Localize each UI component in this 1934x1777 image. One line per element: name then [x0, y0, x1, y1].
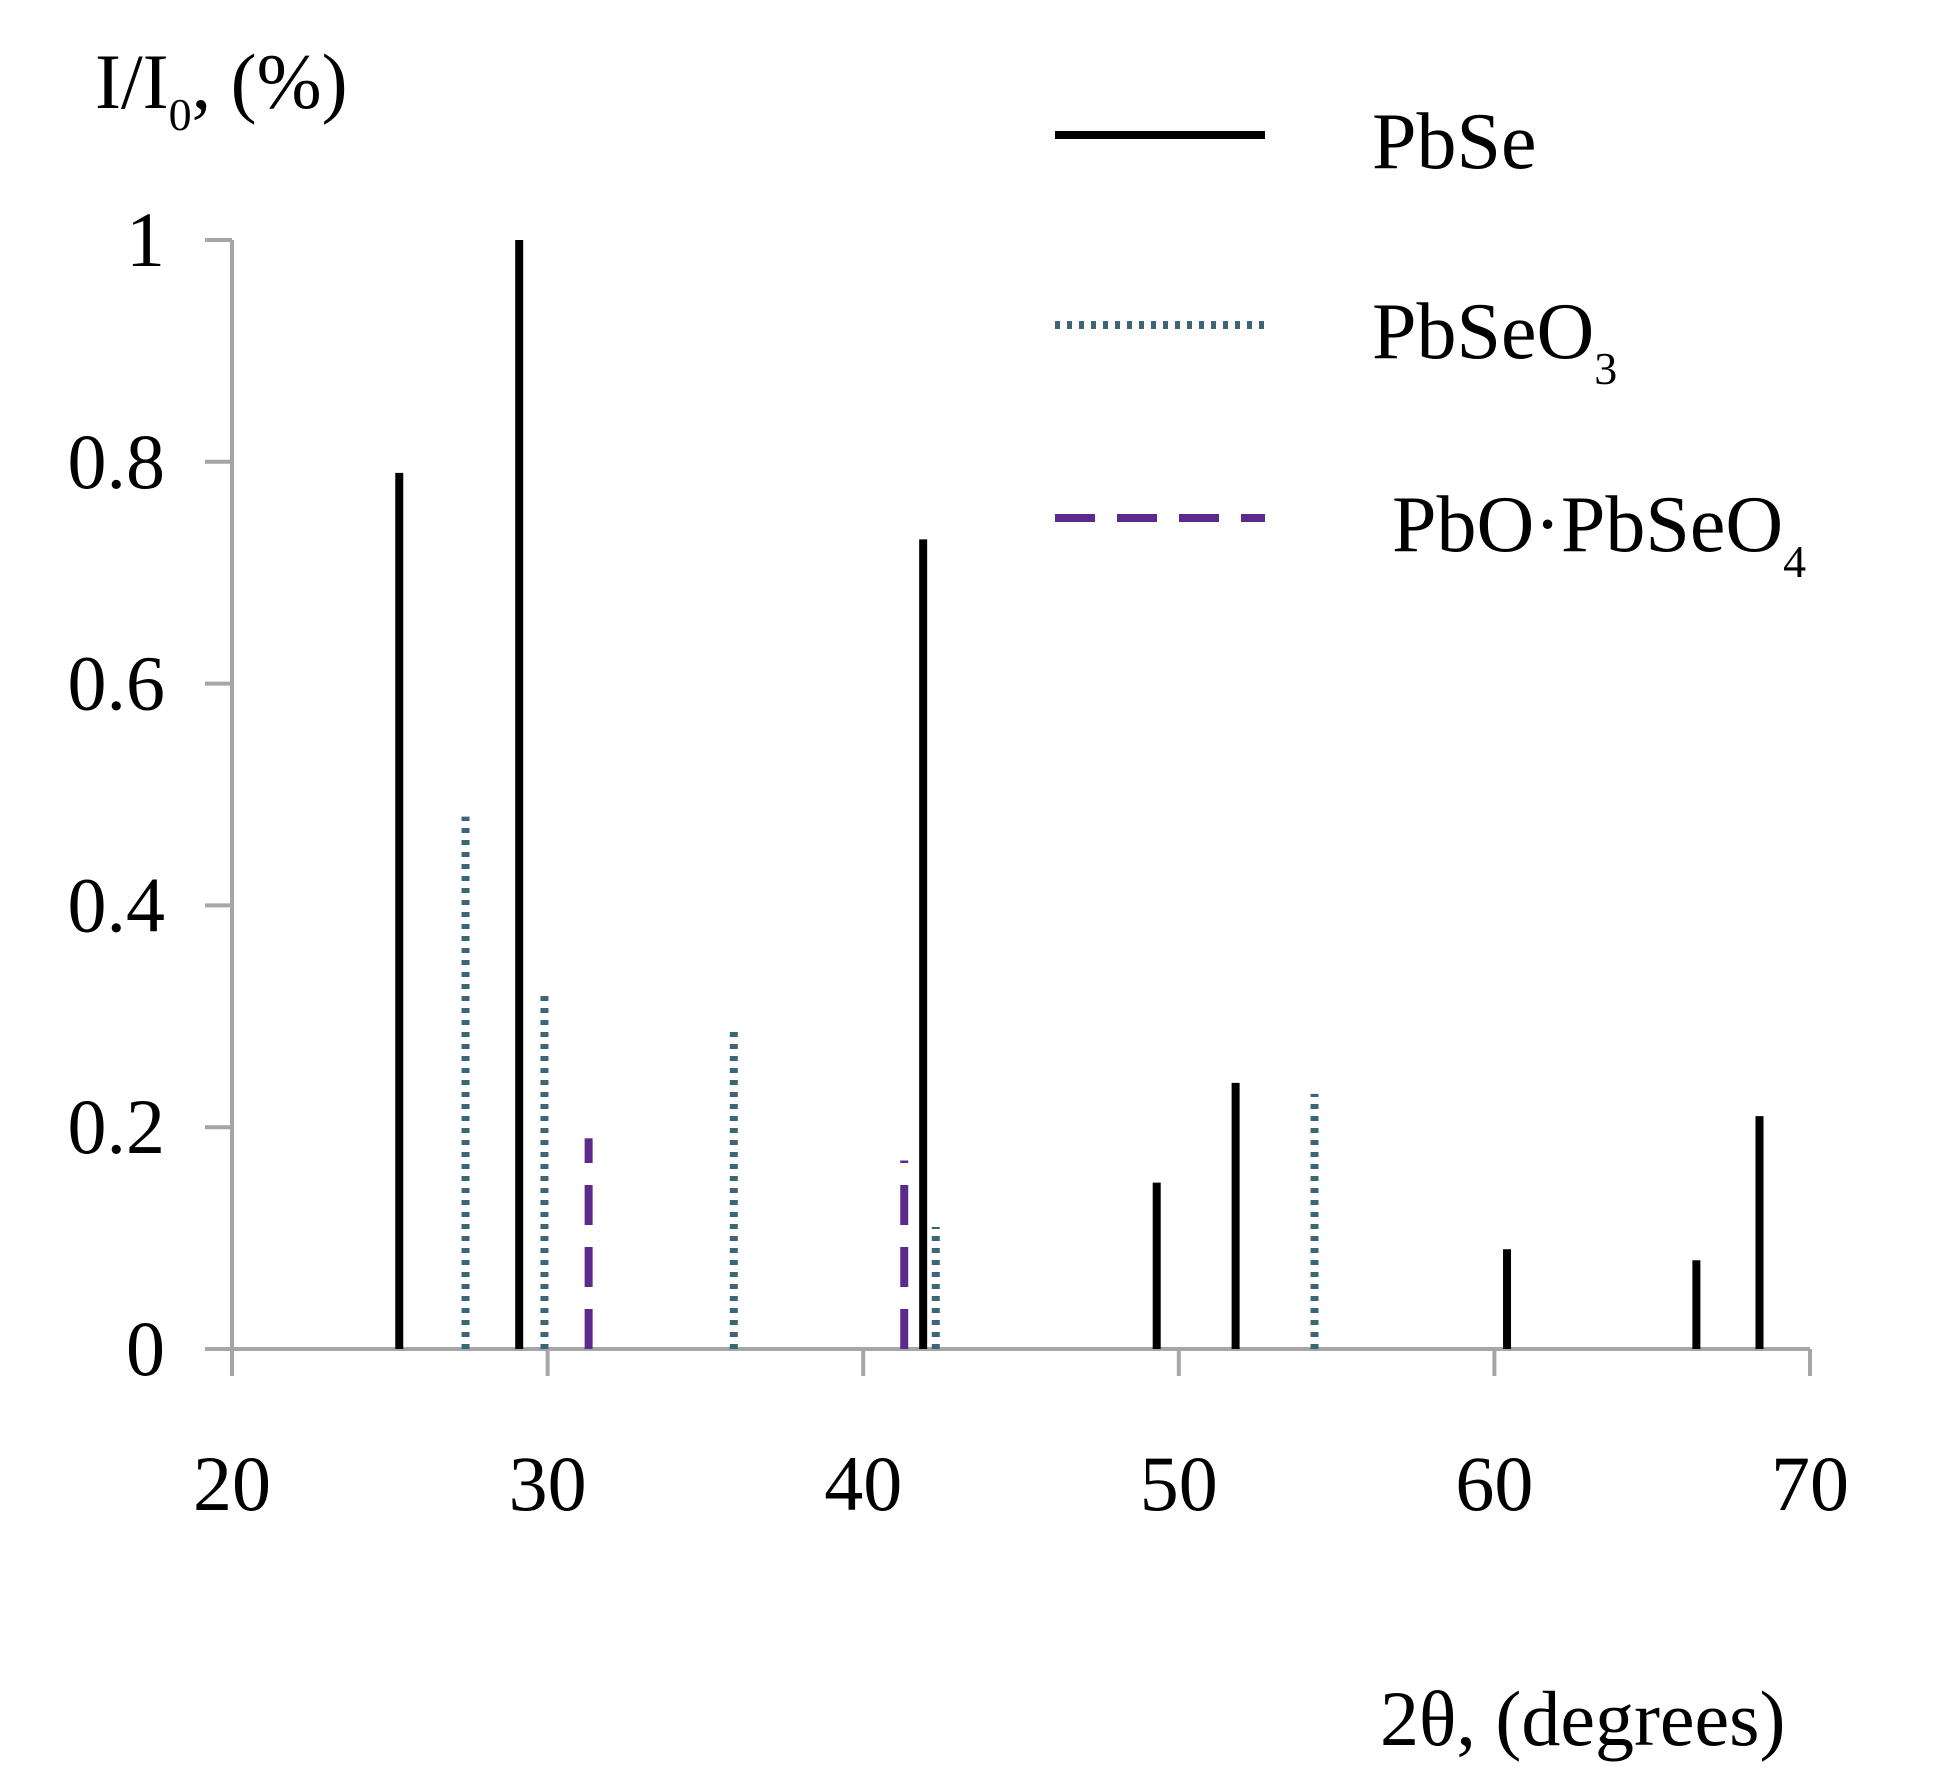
- y-tick-label: 0: [126, 1305, 165, 1392]
- x-tick-label: 30: [509, 1440, 587, 1527]
- x-tick-label: 60: [1455, 1440, 1533, 1527]
- legend-label: PbSe: [1372, 98, 1537, 186]
- y-tick-label: 0.4: [68, 861, 166, 948]
- y-ticks: 0 0.2 0.4 0.6 0.8 1: [68, 196, 232, 1392]
- legend-label: PbSeO3: [1372, 288, 1617, 394]
- x-axis-title: 2θ, (degrees): [1380, 1675, 1786, 1762]
- x-ticks: 20 30 40 50 60 70: [193, 1349, 1849, 1527]
- series-3: [584, 1138, 909, 1349]
- x-tick-label: 40: [824, 1440, 902, 1527]
- y-tick-label: 0.8: [68, 418, 166, 505]
- chart-marks: [395, 240, 1764, 1349]
- x-tick-label: 70: [1771, 1440, 1849, 1527]
- legend: PbSe PbSeO3 PbO·PbSeO4: [1055, 98, 1806, 587]
- axes: [205, 240, 1810, 1351]
- y-tick-label: 0.6: [68, 640, 166, 727]
- legend-label: PbO·PbSeO4: [1392, 481, 1806, 587]
- x-tick-label: 20: [193, 1440, 271, 1527]
- y-tick-label: 1: [126, 196, 165, 283]
- series-1: [395, 240, 1764, 1349]
- series-2: [461, 816, 1319, 1349]
- y-axis-title: I/I0, (%): [95, 38, 348, 140]
- y-tick-label: 0.2: [68, 1083, 166, 1170]
- x-tick-label: 50: [1140, 1440, 1218, 1527]
